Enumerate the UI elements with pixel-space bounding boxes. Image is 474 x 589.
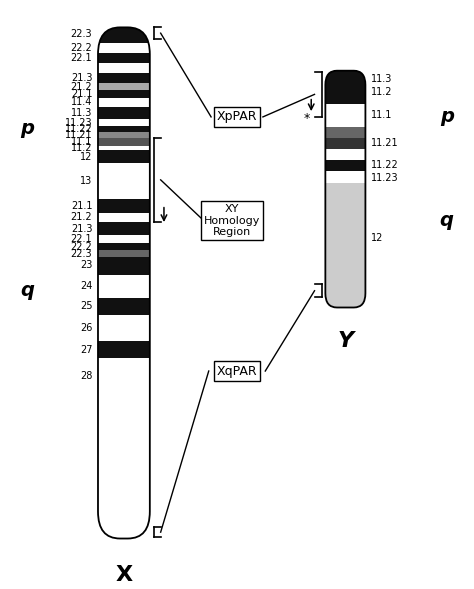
Text: X: X xyxy=(115,564,132,584)
Text: 26: 26 xyxy=(80,323,92,333)
Bar xyxy=(98,297,150,315)
Text: 21.3: 21.3 xyxy=(71,73,92,83)
Text: 27: 27 xyxy=(80,345,92,355)
Text: 11.21: 11.21 xyxy=(371,138,399,148)
Text: 11.3: 11.3 xyxy=(71,108,92,118)
Bar xyxy=(325,127,365,138)
Text: 13: 13 xyxy=(80,176,92,186)
Bar xyxy=(98,132,150,138)
Text: 11.23: 11.23 xyxy=(371,173,399,183)
Text: 21.3: 21.3 xyxy=(71,224,92,234)
Bar xyxy=(98,150,150,163)
Bar xyxy=(98,73,150,84)
Bar xyxy=(98,54,150,63)
Text: 11.4: 11.4 xyxy=(71,97,92,107)
Text: p: p xyxy=(20,119,34,138)
Text: 25: 25 xyxy=(80,302,92,312)
Text: 11.1: 11.1 xyxy=(71,137,92,147)
Bar xyxy=(98,250,150,257)
Text: 22.3: 22.3 xyxy=(71,29,92,39)
Text: 22.2: 22.2 xyxy=(71,242,92,252)
Bar xyxy=(98,138,150,146)
Bar xyxy=(325,138,365,148)
Text: 11.3: 11.3 xyxy=(371,74,392,84)
Bar xyxy=(98,199,150,213)
Text: 11.1: 11.1 xyxy=(371,110,392,120)
Bar xyxy=(98,222,150,235)
Text: 11.22: 11.22 xyxy=(371,160,399,170)
Bar xyxy=(98,84,150,90)
Bar xyxy=(325,160,365,171)
Text: 21.1: 21.1 xyxy=(71,90,92,100)
Bar xyxy=(98,107,150,119)
Bar xyxy=(98,341,150,358)
Text: 28: 28 xyxy=(80,371,92,381)
Text: 22.3: 22.3 xyxy=(71,249,92,259)
Bar xyxy=(98,126,150,132)
Text: Y: Y xyxy=(337,330,354,350)
Text: 21.1: 21.1 xyxy=(71,201,92,211)
Text: 11.21: 11.21 xyxy=(65,130,92,140)
FancyBboxPatch shape xyxy=(325,71,365,307)
Text: q: q xyxy=(440,211,454,230)
Bar xyxy=(98,243,150,250)
Text: 23: 23 xyxy=(80,260,92,270)
Text: 22.1: 22.1 xyxy=(71,234,92,244)
Text: XpPAR: XpPAR xyxy=(217,110,257,124)
Bar xyxy=(325,183,365,307)
Text: q: q xyxy=(20,281,34,300)
Text: 12: 12 xyxy=(80,152,92,162)
Text: 11.22: 11.22 xyxy=(64,124,92,134)
Bar xyxy=(98,27,150,43)
Text: p: p xyxy=(440,107,454,127)
FancyBboxPatch shape xyxy=(98,27,150,538)
Text: 11.2: 11.2 xyxy=(71,143,92,153)
Text: 11.2: 11.2 xyxy=(371,87,392,97)
Text: 24: 24 xyxy=(80,281,92,291)
Text: 12: 12 xyxy=(371,233,383,243)
Text: 11.23: 11.23 xyxy=(65,118,92,128)
Text: *: * xyxy=(303,111,310,124)
Text: 22.2: 22.2 xyxy=(71,43,92,53)
Bar xyxy=(325,71,365,104)
Text: 21.2: 21.2 xyxy=(71,213,92,223)
Bar xyxy=(98,90,150,98)
Text: XY
Homology
Region: XY Homology Region xyxy=(204,204,261,237)
Text: 22.1: 22.1 xyxy=(71,53,92,63)
Bar xyxy=(98,257,150,274)
Text: 21.2: 21.2 xyxy=(71,82,92,92)
Text: XqPAR: XqPAR xyxy=(217,365,257,378)
